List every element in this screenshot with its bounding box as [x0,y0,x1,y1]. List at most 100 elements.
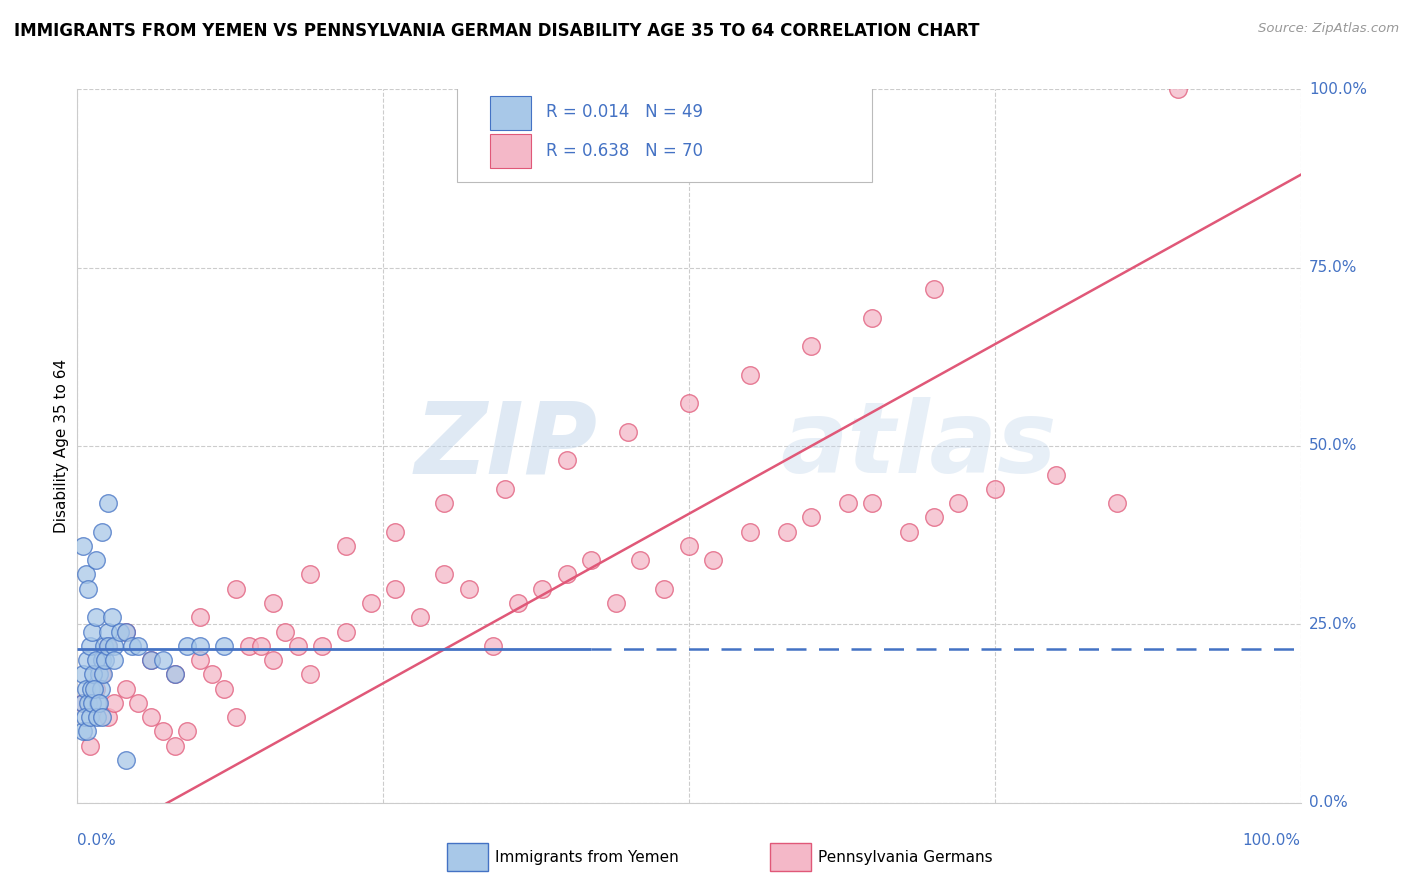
Text: Immigrants from Yemen: Immigrants from Yemen [495,850,679,864]
Point [127,696,149,710]
Point [108,624,131,639]
FancyBboxPatch shape [489,134,531,169]
Point [740,368,762,382]
Point [922,282,945,296]
Point [89,667,111,681]
Point [97,624,120,639]
Point [72,539,94,553]
Point [139,653,162,667]
Point [225,582,247,596]
Text: R = 0.014   N = 49: R = 0.014 N = 49 [546,103,703,121]
Point [76,653,98,667]
Point [457,582,479,596]
Point [91,667,114,681]
Text: 0.0%: 0.0% [77,833,117,848]
Y-axis label: Disability Age 35 to 64: Disability Age 35 to 64 [53,359,69,533]
Point [93,639,115,653]
Point [80,681,103,696]
Point [97,710,120,724]
Point [87,696,110,710]
Point [409,610,432,624]
Point [82,667,104,681]
Point [90,681,112,696]
Point [298,667,321,681]
Text: 25.0%: 25.0% [1309,617,1357,632]
Point [83,681,105,696]
Point [360,596,382,610]
FancyBboxPatch shape [489,95,531,130]
Point [678,396,700,410]
Point [100,610,122,624]
Point [262,653,284,667]
Text: 0.0%: 0.0% [1309,796,1347,810]
Point [862,496,884,510]
Point [495,482,517,496]
Point [740,524,762,539]
Point [1107,496,1129,510]
Text: 100.0%: 100.0% [1309,82,1367,96]
Point [97,639,120,653]
Point [176,639,198,653]
Text: R = 0.638   N = 70: R = 0.638 N = 70 [546,142,703,160]
Point [433,567,456,582]
Point [274,624,297,639]
Point [1045,467,1067,482]
Point [188,653,211,667]
Point [165,667,187,681]
Point [79,710,101,724]
Point [75,567,97,582]
Point [946,496,969,510]
Point [127,639,149,653]
Point [433,496,456,510]
Point [862,310,884,325]
Point [90,653,112,667]
Point [84,653,107,667]
Point [482,639,505,653]
Point [287,639,309,653]
Point [555,567,578,582]
Text: Source: ZipAtlas.com: Source: ZipAtlas.com [1258,22,1399,36]
Point [262,596,284,610]
Point [800,510,823,524]
Point [115,624,138,639]
Point [72,667,94,681]
Point [776,524,799,539]
Point [654,582,676,596]
Point [176,724,198,739]
Text: 50.0%: 50.0% [1309,439,1357,453]
Point [298,567,321,582]
Point [837,496,859,510]
Point [384,524,406,539]
Point [678,539,700,553]
Point [103,696,125,710]
Point [212,681,235,696]
Point [212,639,235,653]
Point [531,582,554,596]
Point [97,496,120,510]
Point [94,653,117,667]
Point [72,724,94,739]
Point [121,639,143,653]
Text: IMMIGRANTS FROM YEMEN VS PENNSYLVANIA GERMAN DISABILITY AGE 35 TO 64 CORRELATION: IMMIGRANTS FROM YEMEN VS PENNSYLVANIA GE… [14,22,980,40]
Text: ZIP: ZIP [415,398,598,494]
Point [89,696,111,710]
Point [165,739,187,753]
Point [84,681,107,696]
Point [84,610,107,624]
Point [984,482,1007,496]
Point [152,653,174,667]
Point [605,596,627,610]
Text: Pennsylvania Germans: Pennsylvania Germans [818,850,993,864]
Point [103,653,125,667]
Text: 75.0%: 75.0% [1309,260,1357,275]
Point [103,639,125,653]
Point [77,582,100,596]
Point [76,724,98,739]
Point [84,553,107,567]
Point [898,524,921,539]
Point [115,681,138,696]
Point [238,639,260,653]
Point [922,510,945,524]
Point [335,539,357,553]
Point [311,639,333,653]
